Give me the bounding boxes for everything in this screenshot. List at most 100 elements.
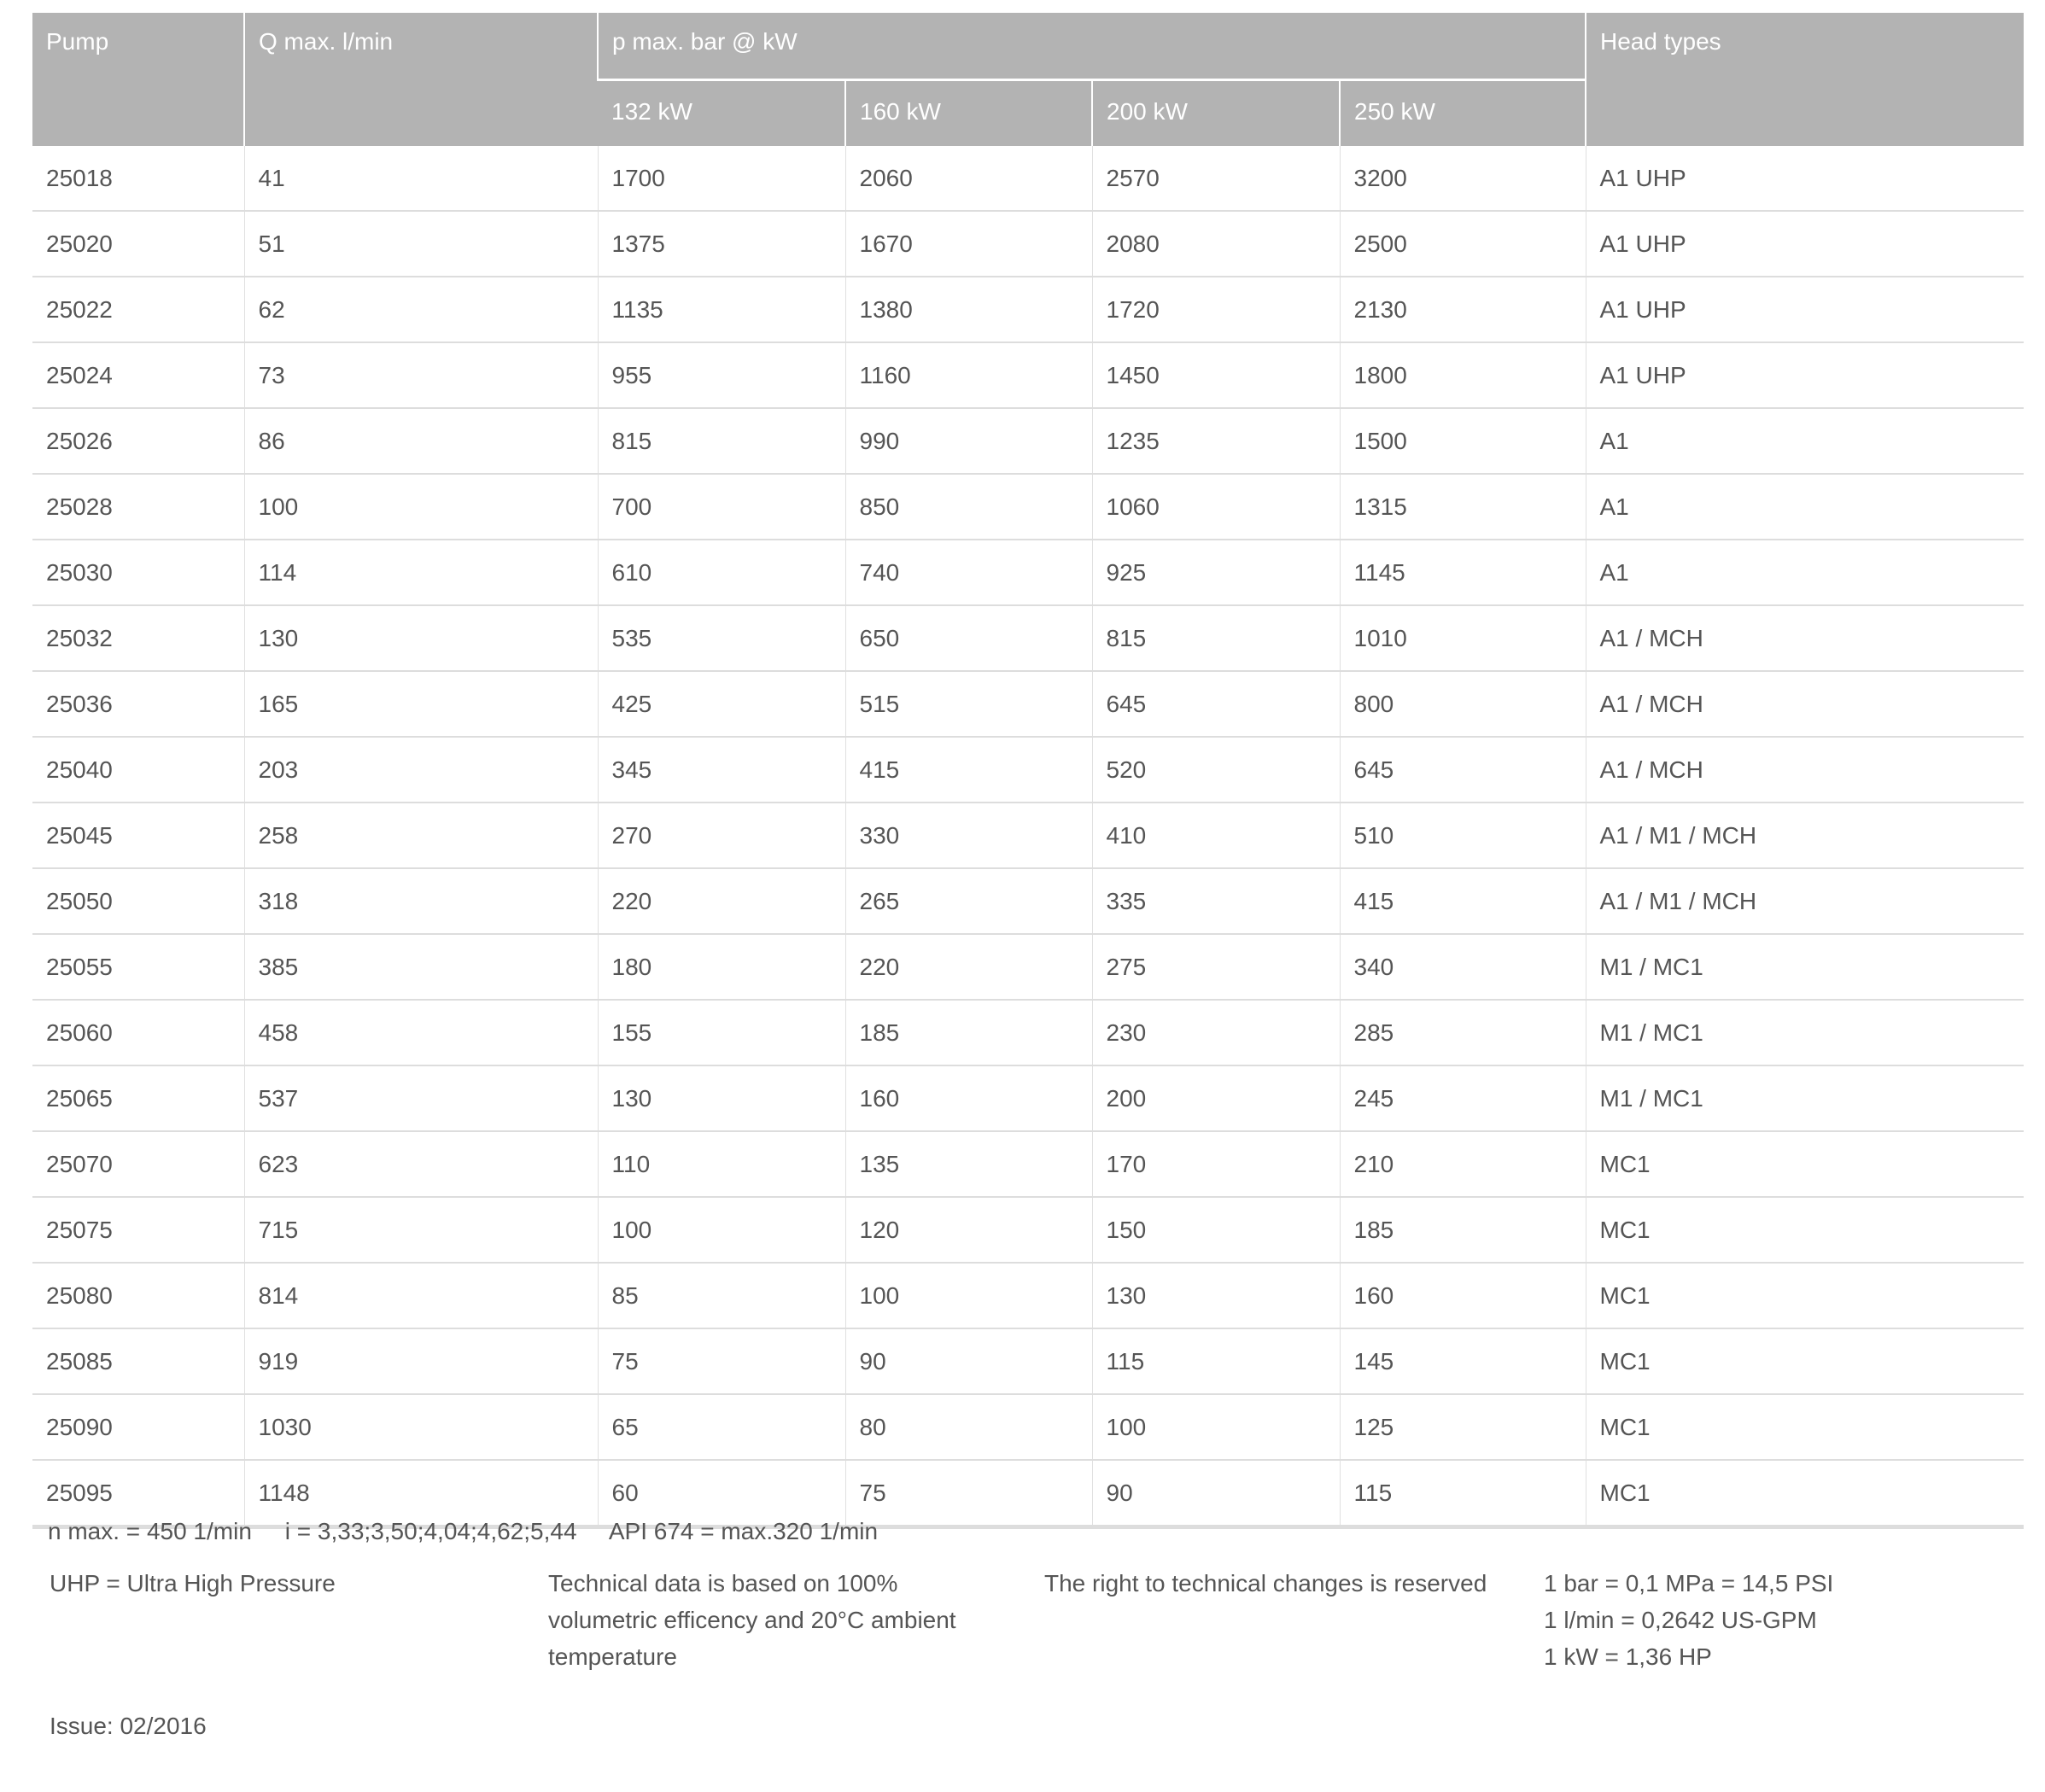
table-row: 25080 814 85 100 130 160 MC1 bbox=[32, 1263, 2024, 1329]
cell-pump: 25060 bbox=[32, 1000, 244, 1066]
cell-p-132kw: 1700 bbox=[597, 146, 845, 212]
table-row: 25032 130 535 650 815 1010 A1 / MCH bbox=[32, 605, 2024, 672]
cell-p-160kw: 2060 bbox=[844, 146, 1092, 212]
cell-p-132kw: 345 bbox=[597, 737, 845, 803]
table-row: 25045 258 270 330 410 510 A1 / M1 / MCH bbox=[32, 803, 2024, 869]
table-row: 25055 385 180 220 275 340 M1 / MC1 bbox=[32, 934, 2024, 1001]
footer-issue: Issue: 02/2016 bbox=[50, 1713, 207, 1739]
table-row: 25085 919 75 90 115 145 MC1 bbox=[32, 1328, 2024, 1395]
cell-p-250kw: 145 bbox=[1339, 1328, 1586, 1395]
cell-p-250kw: 1500 bbox=[1339, 408, 1586, 475]
cell-p-132kw: 60 bbox=[597, 1460, 845, 1529]
cell-p-160kw: 1670 bbox=[844, 211, 1092, 277]
cell-q-max: 1030 bbox=[243, 1394, 598, 1461]
cell-p-200kw: 925 bbox=[1091, 540, 1340, 606]
cell-p-200kw: 1720 bbox=[1091, 277, 1340, 343]
cell-pump: 25040 bbox=[32, 737, 244, 803]
cell-p-200kw: 200 bbox=[1091, 1065, 1340, 1132]
cell-p-132kw: 85 bbox=[597, 1263, 845, 1329]
cell-q-max: 165 bbox=[243, 671, 598, 738]
cell-head-types: M1 / MC1 bbox=[1585, 1065, 2024, 1132]
cell-head-types: A1 / MCH bbox=[1585, 671, 2024, 738]
cell-pump: 25024 bbox=[32, 342, 244, 409]
cell-head-types: M1 / MC1 bbox=[1585, 1000, 2024, 1066]
cell-p-132kw: 220 bbox=[597, 868, 845, 935]
table-row: 25026 86 815 990 1235 1500 A1 bbox=[32, 408, 2024, 475]
cell-p-132kw: 1135 bbox=[597, 277, 845, 343]
cell-p-132kw: 1375 bbox=[597, 211, 845, 277]
header-p-max: p max. bar @ kW bbox=[597, 13, 1586, 80]
cell-head-types: MC1 bbox=[1585, 1263, 2024, 1329]
table-row: 25024 73 955 1160 1450 1800 A1 UHP bbox=[32, 342, 2024, 409]
cell-p-160kw: 75 bbox=[844, 1460, 1092, 1529]
cell-p-160kw: 515 bbox=[844, 671, 1092, 738]
cell-pump: 25070 bbox=[32, 1131, 244, 1198]
cell-q-max: 1148 bbox=[243, 1460, 598, 1529]
cell-p-160kw: 100 bbox=[844, 1263, 1092, 1329]
cell-p-132kw: 130 bbox=[597, 1065, 845, 1132]
cell-head-types: A1 bbox=[1585, 474, 2024, 540]
cell-p-160kw: 220 bbox=[844, 934, 1092, 1001]
cell-head-types: M1 / MC1 bbox=[1585, 934, 2024, 1001]
cell-p-160kw: 650 bbox=[844, 605, 1092, 672]
cell-p-250kw: 185 bbox=[1339, 1197, 1586, 1264]
header-200kw: 200 kW bbox=[1091, 79, 1340, 146]
cell-pump: 25075 bbox=[32, 1197, 244, 1264]
cell-p-160kw: 850 bbox=[844, 474, 1092, 540]
cell-p-250kw: 210 bbox=[1339, 1131, 1586, 1198]
cell-p-160kw: 160 bbox=[844, 1065, 1092, 1132]
cell-p-200kw: 115 bbox=[1091, 1328, 1340, 1395]
cell-p-250kw: 1800 bbox=[1339, 342, 1586, 409]
cell-pump: 25095 bbox=[32, 1460, 244, 1529]
table-row: 25020 51 1375 1670 2080 2500 A1 UHP bbox=[32, 211, 2024, 277]
cell-p-160kw: 415 bbox=[844, 737, 1092, 803]
cell-p-132kw: 110 bbox=[597, 1131, 845, 1198]
cell-p-250kw: 340 bbox=[1339, 934, 1586, 1001]
table-row: 25050 318 220 265 335 415 A1 / M1 / MCH bbox=[32, 868, 2024, 935]
cell-head-types: A1 / M1 / MCH bbox=[1585, 803, 2024, 869]
cell-p-200kw: 130 bbox=[1091, 1263, 1340, 1329]
table-row: 25040 203 345 415 520 645 A1 / MCH bbox=[32, 737, 2024, 803]
cell-q-max: 41 bbox=[243, 146, 598, 212]
cell-pump: 25045 bbox=[32, 803, 244, 869]
table-row: 25030 114 610 740 925 1145 A1 bbox=[32, 540, 2024, 606]
cell-p-250kw: 1145 bbox=[1339, 540, 1586, 606]
cell-pump: 25055 bbox=[32, 934, 244, 1001]
cell-q-max: 258 bbox=[243, 803, 598, 869]
cell-p-250kw: 800 bbox=[1339, 671, 1586, 738]
cell-p-250kw: 115 bbox=[1339, 1460, 1586, 1529]
cell-p-132kw: 535 bbox=[597, 605, 845, 672]
cell-head-types: A1 / MCH bbox=[1585, 737, 2024, 803]
cell-p-160kw: 120 bbox=[844, 1197, 1092, 1264]
cell-p-132kw: 180 bbox=[597, 934, 845, 1001]
header-pump: Pump bbox=[32, 13, 244, 146]
table-row: 25090 1030 65 80 100 125 MC1 bbox=[32, 1394, 2024, 1461]
cell-p-132kw: 610 bbox=[597, 540, 845, 606]
cell-p-250kw: 645 bbox=[1339, 737, 1586, 803]
cell-p-250kw: 3200 bbox=[1339, 146, 1586, 212]
table-body: 25018 41 1700 2060 2570 3200 A1 UHP 25020 51 1375… bbox=[32, 146, 2024, 1529]
cell-p-160kw: 265 bbox=[844, 868, 1092, 935]
cell-p-200kw: 150 bbox=[1091, 1197, 1340, 1264]
footer-rights-note: The right to technical changes is reserv… bbox=[1044, 1570, 1487, 1596]
table-row: 25095 1148 60 75 90 115 MC1 bbox=[32, 1460, 2024, 1529]
cell-p-200kw: 100 bbox=[1091, 1394, 1340, 1461]
conversion-line: 1 bar = 0,1 MPa = 14,5 PSI bbox=[1544, 1570, 1834, 1596]
cell-q-max: 86 bbox=[243, 408, 598, 475]
cell-p-160kw: 990 bbox=[844, 408, 1092, 475]
cell-pump: 25085 bbox=[32, 1328, 244, 1395]
cell-q-max: 114 bbox=[243, 540, 598, 606]
cell-pump: 25028 bbox=[32, 474, 244, 540]
cell-p-132kw: 65 bbox=[597, 1394, 845, 1461]
cell-q-max: 537 bbox=[243, 1065, 598, 1132]
header-250kw: 250 kW bbox=[1339, 79, 1586, 146]
cell-pump: 25065 bbox=[32, 1065, 244, 1132]
table-row: 25028 100 700 850 1060 1315 A1 bbox=[32, 474, 2024, 540]
cell-head-types: A1 bbox=[1585, 540, 2024, 606]
cell-p-132kw: 155 bbox=[597, 1000, 845, 1066]
cell-p-200kw: 410 bbox=[1091, 803, 1340, 869]
cell-pump: 25050 bbox=[32, 868, 244, 935]
cell-p-132kw: 425 bbox=[597, 671, 845, 738]
cell-p-250kw: 160 bbox=[1339, 1263, 1586, 1329]
cell-q-max: 203 bbox=[243, 737, 598, 803]
